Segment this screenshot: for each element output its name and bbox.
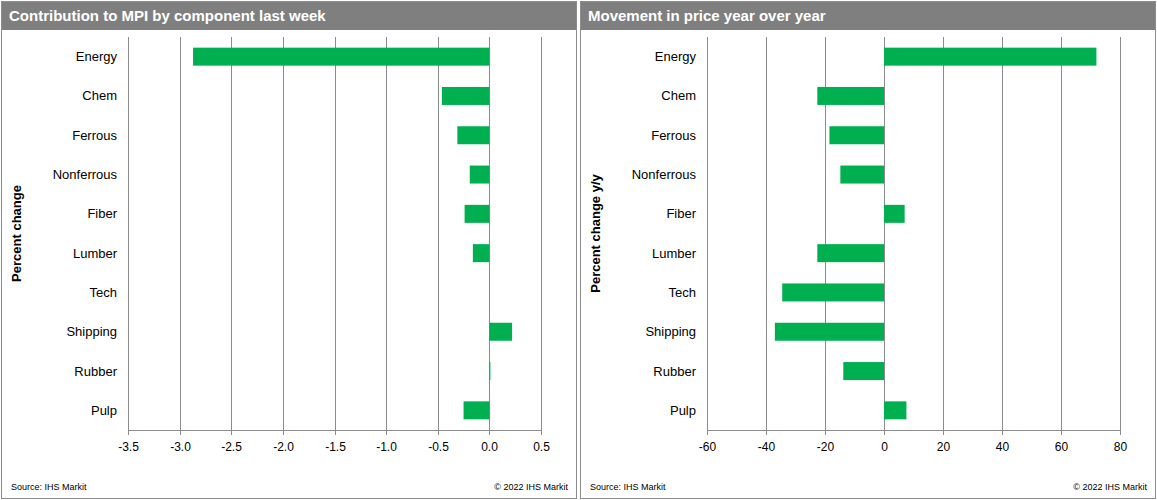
tick-label: 0: [881, 440, 888, 454]
bar: [775, 323, 884, 341]
category-label: Ferrous: [72, 128, 117, 143]
chart-canvas: Contribution to MPI by component last we…: [0, 0, 1157, 500]
bar: [489, 362, 490, 380]
x-axis-line: [707, 430, 1120, 431]
tick-label: -2.0: [273, 440, 294, 454]
grid-line: [1002, 37, 1003, 430]
tick-label: 0.5: [533, 440, 550, 454]
bar: [782, 283, 884, 301]
tick-label: -3.0: [170, 440, 191, 454]
tick-label: 0.0: [481, 440, 498, 454]
bar: [442, 87, 489, 105]
source-note: Source: IHS Markit: [11, 482, 87, 492]
title-bar: [581, 2, 1155, 30]
category-label: Chem: [661, 88, 696, 103]
tick-label: -3.5: [118, 440, 139, 454]
bar: [884, 205, 905, 223]
bars: [193, 48, 512, 420]
chart-panel: Contribution to MPI by component last we…: [2, 2, 577, 499]
copyright-note: © 2022 IHS Markit: [1073, 482, 1147, 492]
bar: [829, 126, 884, 144]
bar: [884, 48, 1096, 66]
bar: [464, 401, 490, 419]
bar: [457, 126, 489, 144]
category-label: Energy: [76, 49, 118, 64]
category-label: Energy: [655, 49, 697, 64]
grid-line: [335, 37, 336, 430]
bar: [193, 48, 489, 66]
tick-mark: [1120, 430, 1121, 435]
category-label: Chem: [82, 88, 117, 103]
panel-frame: [2, 2, 577, 499]
copyright-note: © 2022 IHS Markit: [494, 482, 568, 492]
bar: [489, 283, 490, 301]
tick-label: -20: [817, 440, 835, 454]
category-label: Ferrous: [651, 128, 696, 143]
bar: [843, 362, 884, 380]
grid-line: [128, 37, 129, 430]
grid-line: [707, 37, 708, 430]
bar: [817, 244, 884, 262]
grid-line: [766, 37, 767, 430]
panel-frame: [581, 2, 1156, 499]
category-label: Fiber: [87, 206, 117, 221]
chart-title: Movement in price year over year: [588, 7, 826, 24]
bar: [840, 166, 884, 184]
grid-line: [541, 37, 542, 430]
source-note: Source: IHS Markit: [590, 482, 666, 492]
axis-label: Percent change: [9, 185, 24, 282]
grid-line: [283, 37, 284, 430]
chart-title: Contribution to MPI by component last we…: [9, 7, 326, 24]
category-label: Pulp: [91, 403, 117, 418]
tick-label: -60: [699, 440, 717, 454]
category-label: Pulp: [670, 403, 696, 418]
grid-line: [1120, 37, 1121, 430]
category-label: Fiber: [666, 206, 696, 221]
grid-line: [884, 37, 885, 430]
tick-mark: [541, 430, 542, 435]
grid-line: [1061, 37, 1062, 430]
bar: [884, 401, 906, 419]
bar: [489, 323, 512, 341]
category-label: Lumber: [73, 246, 118, 261]
category-label: Tech: [90, 285, 117, 300]
bar: [817, 87, 884, 105]
tick-label: -2.5: [221, 440, 242, 454]
category-label: Tech: [669, 285, 696, 300]
x-axis-line: [128, 430, 541, 431]
bars: [775, 48, 1097, 420]
category-label: Rubber: [74, 364, 117, 379]
grid-line: [943, 37, 944, 430]
bar: [473, 244, 490, 262]
tick-label: 60: [1055, 440, 1069, 454]
grid-line: [386, 37, 387, 430]
tick-label: 40: [996, 440, 1010, 454]
grid-line: [438, 37, 439, 430]
category-label: Lumber: [652, 246, 697, 261]
grid-line: [180, 37, 181, 430]
tick-label: -1.0: [376, 440, 397, 454]
chart-panel: Movement in price year over year -60 -40 -2…: [581, 2, 1156, 499]
axis-label: Percent change y/y: [588, 173, 603, 292]
category-label: Nonferrous: [53, 167, 118, 182]
category-label: Nonferrous: [632, 167, 697, 182]
title-bar: [2, 2, 576, 30]
bar: [465, 205, 490, 223]
bar: [470, 166, 490, 184]
tick-label: -40: [758, 440, 776, 454]
tick-label: -1.5: [325, 440, 346, 454]
grid-line: [231, 37, 232, 430]
category-label: Shipping: [645, 324, 696, 339]
category-label: Shipping: [66, 324, 117, 339]
tick-label: -0.5: [428, 440, 449, 454]
category-label: Rubber: [653, 364, 696, 379]
tick-label: 20: [937, 440, 951, 454]
tick-label: 80: [1114, 440, 1128, 454]
